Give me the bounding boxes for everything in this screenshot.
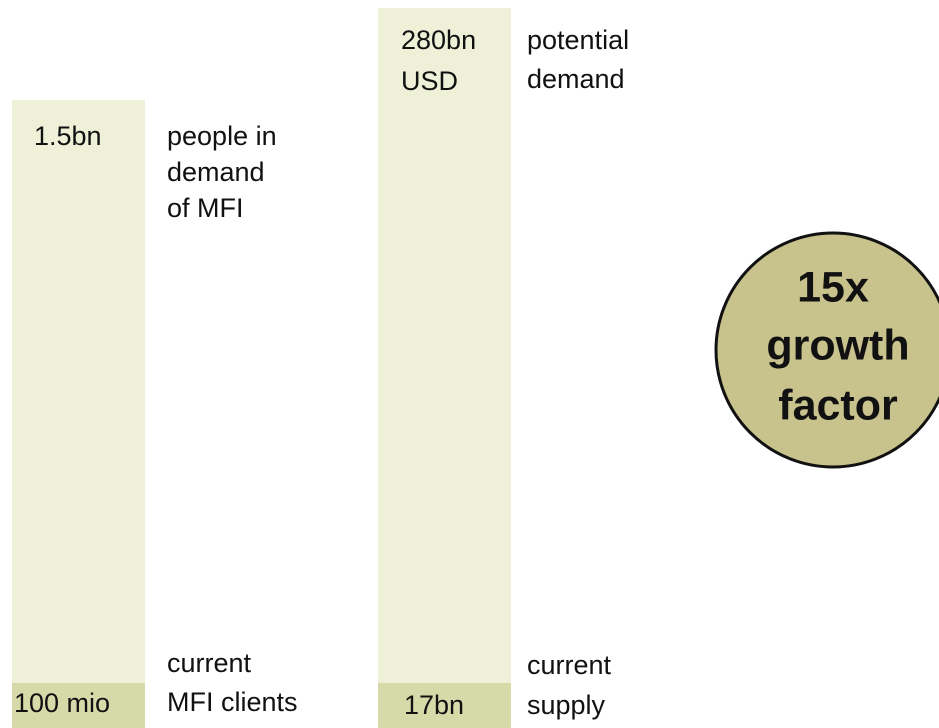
right-bar <box>378 8 511 728</box>
left-total: 1.5bn <box>34 121 102 151</box>
right-total: USD <box>401 66 458 96</box>
right-total: 280bn <box>401 25 476 55</box>
left-total-label: people in <box>167 121 277 151</box>
right-current-label: supply <box>527 690 606 720</box>
badge-circle <box>714 231 939 469</box>
left-total-label: of MFI <box>167 193 244 223</box>
right-total-label: potential <box>527 25 629 55</box>
badge-text: factor <box>778 381 898 429</box>
badge-text: growth <box>766 321 909 369</box>
right-current-label: current <box>527 650 612 680</box>
left-current-label: MFI clients <box>167 687 298 717</box>
left-current-label: current <box>167 648 252 678</box>
right-bar-current <box>378 683 511 728</box>
left-current: 100 mio <box>14 688 110 718</box>
growth-badge: 15x growth factor <box>714 231 939 469</box>
right-current: 17bn <box>404 690 464 720</box>
right-total-label: demand <box>527 64 625 94</box>
left-bar <box>12 100 145 728</box>
left-total-label: demand <box>167 157 265 187</box>
badge-text: 15x <box>797 263 869 311</box>
left-bar-current <box>12 683 145 728</box>
